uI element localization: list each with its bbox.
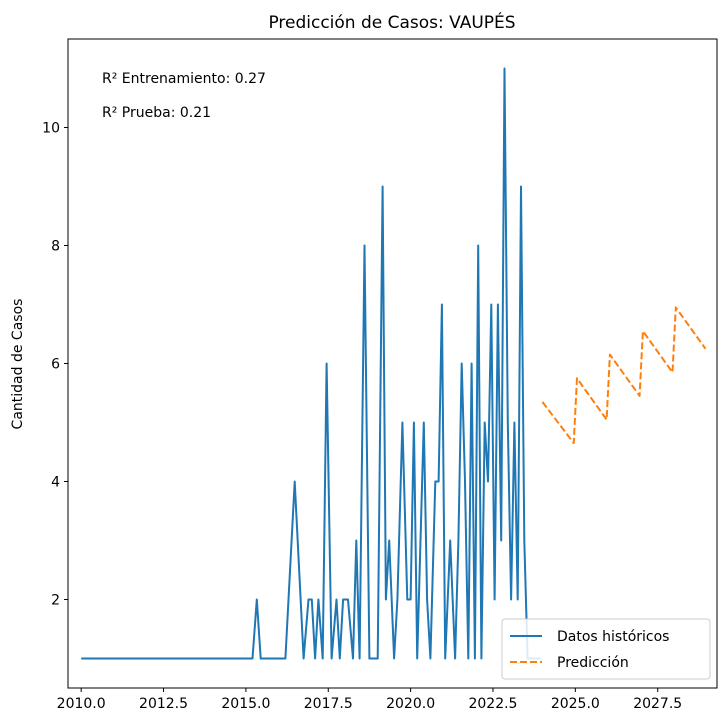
- legend-label-1: Predicción: [557, 655, 629, 671]
- x-tick-label: 2027.5: [633, 696, 682, 712]
- legend-box: [501, 618, 711, 680]
- series-line-1: [541, 306, 707, 445]
- plot-area: 2010.0 2012.5 2015.0 2017.5 2020.0 2022.5 2025…: [42, 38, 718, 712]
- y-tick-label: 2: [51, 593, 60, 609]
- x-tick-label: 2017.5: [304, 696, 353, 712]
- chart-title: Predicción de Casos: VAUPÉS: [268, 11, 515, 33]
- legend-label-0: Datos históricos: [557, 629, 669, 645]
- x-tick-label: 2025.0: [551, 696, 600, 712]
- x-tick-label: 2022.5: [468, 696, 517, 712]
- x-tick-label: 2015.0: [221, 696, 270, 712]
- y-tick-label: 8: [51, 239, 60, 255]
- y-tick-label: 4: [51, 475, 60, 491]
- annotation-r2-train: R² Entrenamiento: 0.27: [102, 71, 266, 87]
- annotation-r2-test: R² Prueba: 0.21: [102, 105, 211, 121]
- x-tick-label: 2010.0: [57, 696, 106, 712]
- legend: Datos históricos Predicción: [501, 618, 711, 680]
- y-tick-label: 6: [51, 357, 60, 373]
- axes-frame: [67, 38, 718, 689]
- y-tick-label: 10: [42, 121, 60, 137]
- x-tick-label: 2020.0: [386, 696, 435, 712]
- series-line-0: [81, 67, 541, 660]
- y-axis-label: Cantidad de Casos: [10, 299, 26, 430]
- x-tick-label: 2012.5: [139, 696, 188, 712]
